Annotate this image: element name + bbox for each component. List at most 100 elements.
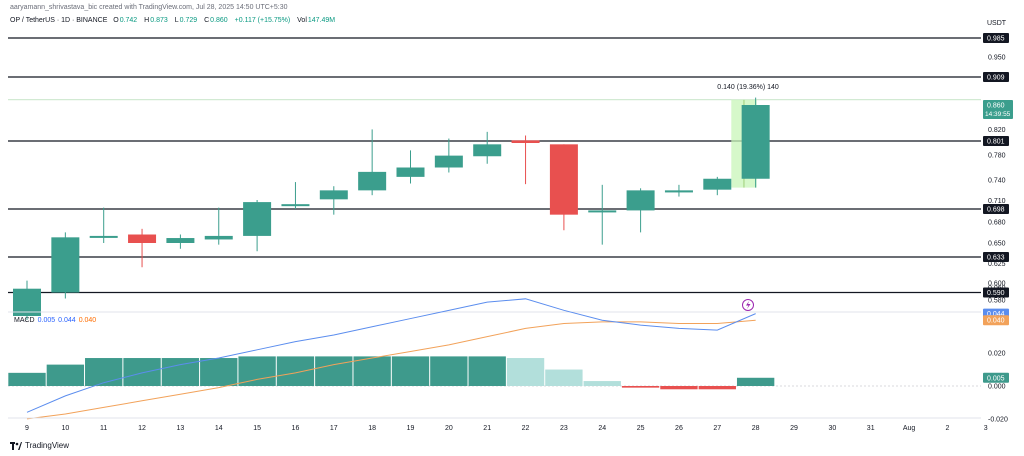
- countdown-text: 14:39:55: [985, 111, 1011, 118]
- level-badge-0.698: [983, 204, 1009, 214]
- candle-body-24: [588, 210, 617, 213]
- macd-hist-bar-18: [353, 356, 391, 386]
- time-tick-2: 2: [945, 425, 949, 432]
- macd-tick--0.020: -0.020: [988, 416, 1008, 423]
- candle-body-26: [664, 190, 693, 193]
- low-value: 0.729: [179, 17, 198, 24]
- level-badge-text-0.909: 0.909: [987, 75, 1005, 82]
- macd-hist-bar-14: [200, 358, 238, 386]
- time-axis[interactable]: 9 10 11 12 13 14 15 16 17 18 19 20 21 22 23 24 25 26 27 28 2…: [8, 417, 988, 432]
- macd-hist-bar-27: [698, 386, 736, 390]
- close-value: 0.860: [210, 17, 228, 24]
- candles: [13, 97, 770, 320]
- close-label: C: [204, 17, 210, 24]
- candle-body-25: [626, 190, 655, 211]
- price-tick-0.680: 0.680: [988, 219, 1006, 226]
- footer-brand-text: TradingView: [25, 441, 70, 450]
- price-tick-0.580: 0.580: [988, 298, 1006, 305]
- volume-label: Vol: [297, 17, 307, 24]
- macd-hist-bar-19: [391, 356, 430, 386]
- time-tick-16: 16: [292, 425, 300, 432]
- time-tick-19: 19: [407, 425, 415, 432]
- level-badge-0.985: [983, 33, 1009, 43]
- price-tick-0.650: 0.650: [988, 241, 1006, 248]
- footer-brand: TradingView: [10, 441, 69, 450]
- level-badge-text-0.985: 0.985: [987, 36, 1005, 43]
- candle-body-9: [13, 288, 41, 316]
- candle-body-28: [741, 105, 770, 179]
- macd-badge-2: [983, 372, 1009, 383]
- macd-legend-hist: 0.005: [37, 317, 56, 324]
- open-value: 0.742: [119, 17, 138, 24]
- macd-hist-bar-23: [545, 369, 583, 386]
- time-tick-14: 14: [215, 425, 223, 432]
- candle-body-21: [473, 144, 502, 157]
- time-tick-23: 23: [560, 425, 568, 432]
- time-tick-10: 10: [61, 425, 69, 432]
- candle-body-17: [319, 190, 348, 200]
- macd-legend: MACD 0.005 0.044 0.040: [14, 317, 96, 324]
- candle-body-10: [51, 237, 80, 293]
- price-tick-0.710: 0.710: [988, 198, 1006, 205]
- time-tick-21: 21: [483, 425, 491, 432]
- macd-line: [26, 298, 756, 413]
- level-badge-0.801: [983, 136, 1009, 146]
- level-badge-0.909: [983, 72, 1009, 82]
- lightning-icon[interactable]: [742, 299, 754, 311]
- level-badge-0.633: [983, 252, 1009, 262]
- time-tick-29: 29: [790, 425, 798, 432]
- measure-label: 0.140 (19.36%) 140: [717, 84, 779, 91]
- low-label: L: [174, 17, 179, 24]
- open-label: O: [113, 17, 119, 24]
- last-price-badge: [983, 100, 1013, 119]
- level-badge-text-0.698: 0.698: [987, 207, 1005, 214]
- price-tick-0.600: 0.600: [988, 281, 1006, 288]
- last-price-text: 0.860: [987, 103, 1005, 110]
- time-tick-13: 13: [177, 425, 185, 432]
- currency-label: USDT: [987, 20, 1007, 27]
- level-badge-text-0.590: 0.590: [987, 290, 1005, 297]
- candle-body-13: [166, 238, 195, 243]
- candle-body-11: [89, 235, 118, 238]
- candle-body-22: [511, 140, 540, 143]
- horizontal-levels: [8, 37, 981, 294]
- price-tick-0.740: 0.740: [988, 178, 1006, 185]
- time-tick-15: 15: [253, 425, 261, 432]
- macd-tick-0.060: 0.060: [988, 285, 1006, 292]
- candle-body-12: [128, 234, 157, 243]
- macd-legend-signal: 0.040: [78, 317, 97, 324]
- price-axis[interactable]: 0.580 0.600 0.625 0.650 0.680 0.710 0.740 0.780…: [983, 33, 1013, 305]
- time-tick-18: 18: [368, 425, 376, 432]
- time-tick-3: 3: [984, 425, 988, 432]
- macd-badge-1: [983, 315, 1009, 326]
- time-tick-25: 25: [637, 425, 645, 432]
- macd-hist-bar-24: [583, 381, 621, 386]
- time-tick-Aug: Aug: [903, 425, 916, 432]
- macd-hist-bar-10: [46, 364, 85, 386]
- macd-legend-name[interactable]: MACD: [14, 317, 35, 324]
- level-badge-0.590: [983, 287, 1009, 298]
- macd-hist-bar-15: [238, 356, 276, 386]
- volume-value: 147.49M: [307, 17, 336, 24]
- price-tick-0.625: 0.625: [988, 261, 1006, 268]
- level-badge-text-0.633: 0.633: [987, 255, 1005, 262]
- chart-credit: aaryamann_shrivastava_bic created with T…: [10, 4, 288, 11]
- candle-body-16: [281, 204, 310, 207]
- macd-pane: -0.0200.0000.0200.0400.0600.0440.0400.00…: [8, 285, 1009, 423]
- level-badge-text-0.801: 0.801: [987, 139, 1005, 146]
- macd-hist-bar-26: [660, 386, 698, 390]
- time-tick-22: 22: [522, 425, 530, 432]
- price-tick-0.820: 0.820: [988, 127, 1006, 134]
- time-tick-24: 24: [598, 425, 606, 432]
- time-tick-20: 20: [445, 425, 453, 432]
- macd-hist-bar-25: [621, 386, 660, 388]
- candle-body-14: [204, 235, 233, 240]
- change-value: +0.117 (+15.75%): [234, 17, 291, 24]
- signal-line: [26, 319, 756, 420]
- symbol-line: OP / TetherUS · 1D · BINANCE O0.742 H0.8…: [10, 17, 335, 24]
- macd-tick-0.020: 0.020: [988, 351, 1006, 358]
- time-tick-26: 26: [675, 425, 683, 432]
- macd-badge-text-2: 0.005: [987, 375, 1005, 382]
- symbol-title[interactable]: OP / TetherUS · 1D · BINANCE: [10, 17, 108, 24]
